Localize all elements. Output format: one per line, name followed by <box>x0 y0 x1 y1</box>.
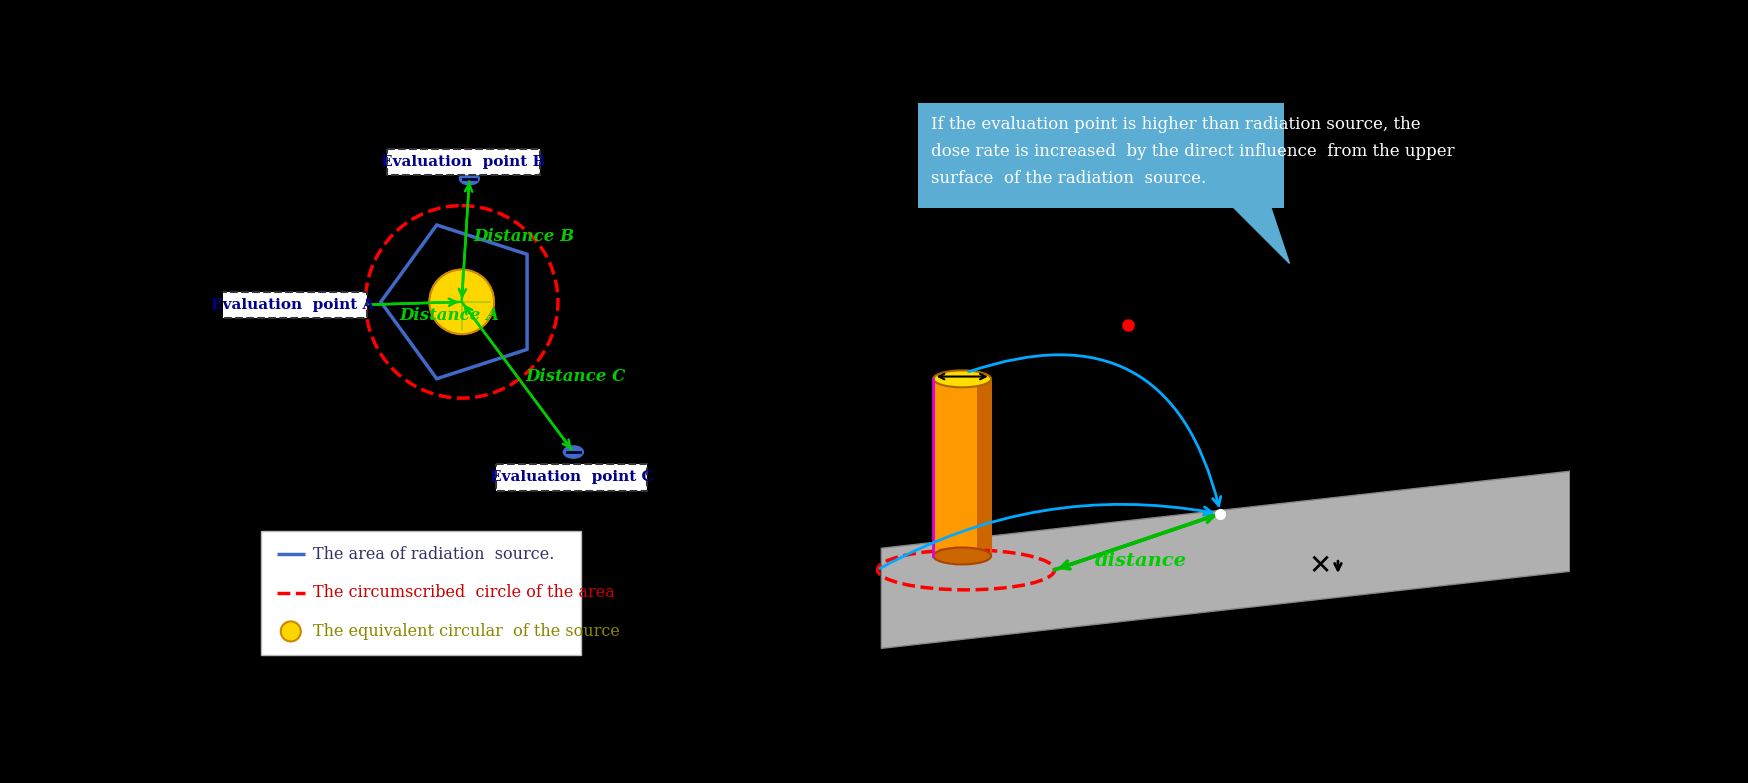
FancyArrowPatch shape <box>879 504 1211 568</box>
Text: Evaluation  point A: Evaluation point A <box>212 298 374 312</box>
Text: The equivalent circular  of the source: The equivalent circular of the source <box>313 623 619 640</box>
Text: ✕: ✕ <box>1308 552 1332 580</box>
FancyBboxPatch shape <box>386 149 540 175</box>
Text: Evaluation  point C: Evaluation point C <box>489 471 654 485</box>
Text: Distance C: Distance C <box>524 369 626 385</box>
Circle shape <box>428 269 493 334</box>
FancyBboxPatch shape <box>218 292 367 318</box>
Ellipse shape <box>460 172 479 185</box>
Text: The area of radiation  source.: The area of radiation source. <box>313 546 554 563</box>
FancyBboxPatch shape <box>260 531 580 655</box>
Text: Distance A: Distance A <box>400 307 500 324</box>
Ellipse shape <box>325 300 344 312</box>
FancyArrowPatch shape <box>968 355 1220 506</box>
Bar <box>977 379 989 556</box>
FancyBboxPatch shape <box>918 103 1283 208</box>
Circle shape <box>281 622 301 641</box>
Ellipse shape <box>933 547 991 565</box>
Ellipse shape <box>563 446 584 458</box>
Ellipse shape <box>933 370 991 388</box>
Polygon shape <box>1231 206 1288 263</box>
Polygon shape <box>881 471 1570 648</box>
Text: Distance B: Distance B <box>474 228 573 245</box>
Bar <box>933 379 991 556</box>
FancyBboxPatch shape <box>496 464 647 490</box>
Text: The circumscribed  circle of the area: The circumscribed circle of the area <box>313 584 615 601</box>
Text: Evaluation  point B: Evaluation point B <box>381 155 545 168</box>
Text: distance: distance <box>1094 552 1187 570</box>
Text: If the evaluation point is higher than radiation source, the
dose rate is increa: If the evaluation point is higher than r… <box>930 117 1453 187</box>
